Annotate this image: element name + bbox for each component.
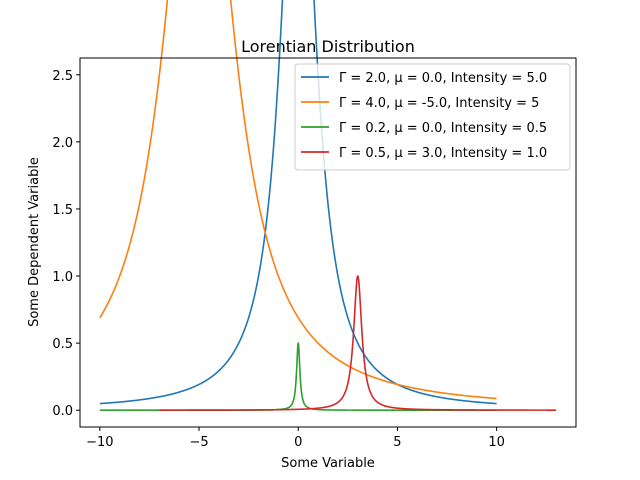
chart-title: Lorentian Distribution — [241, 37, 415, 56]
y-tick-label: 0.5 — [52, 337, 73, 352]
y-tick-label: 0.0 — [52, 404, 73, 419]
y-tick-label: 1.0 — [52, 270, 73, 285]
legend-box — [294, 63, 571, 171]
x-tick-label: 0 — [294, 435, 302, 450]
x-tick-label: −10 — [86, 435, 113, 450]
plot-frame — [79, 57, 577, 428]
x-ticks: −10 −5 0 5 10 — [86, 427, 505, 450]
y-axis-label: Some Dependent Variable — [27, 157, 42, 327]
legend-label-2: Γ = 4.0, μ = -5.0, Intensity = 5 — [339, 96, 539, 111]
legend: Γ = 2.0, μ = 0.0, Intensity = 5.0 Γ = 4.0… — [294, 63, 571, 171]
y-ticks: 0.0 0.5 1.0 1.5 2.0 2.5 — [52, 69, 80, 419]
plot-lines — [99, 0, 557, 412]
series-line-1 — [99, 0, 498, 405]
y-tick-label: 1.5 — [52, 203, 73, 218]
x-tick-label: 5 — [393, 435, 401, 450]
series-line-2 — [99, 0, 498, 400]
x-tick-label: −5 — [189, 435, 208, 450]
legend-label-3: Γ = 0.2, μ = 0.0, Intensity = 0.5 — [339, 121, 547, 136]
x-tick-label: 10 — [488, 435, 505, 450]
legend-label-4: Γ = 0.5, μ = 3.0, Intensity = 1.0 — [339, 146, 547, 161]
y-tick-label: 2.0 — [52, 136, 73, 151]
legend-label-1: Γ = 2.0, μ = 0.0, Intensity = 5.0 — [339, 71, 547, 86]
x-axis-label: Some Variable — [281, 456, 375, 471]
series-line-4 — [158, 275, 557, 411]
y-tick-label: 2.5 — [52, 69, 73, 84]
